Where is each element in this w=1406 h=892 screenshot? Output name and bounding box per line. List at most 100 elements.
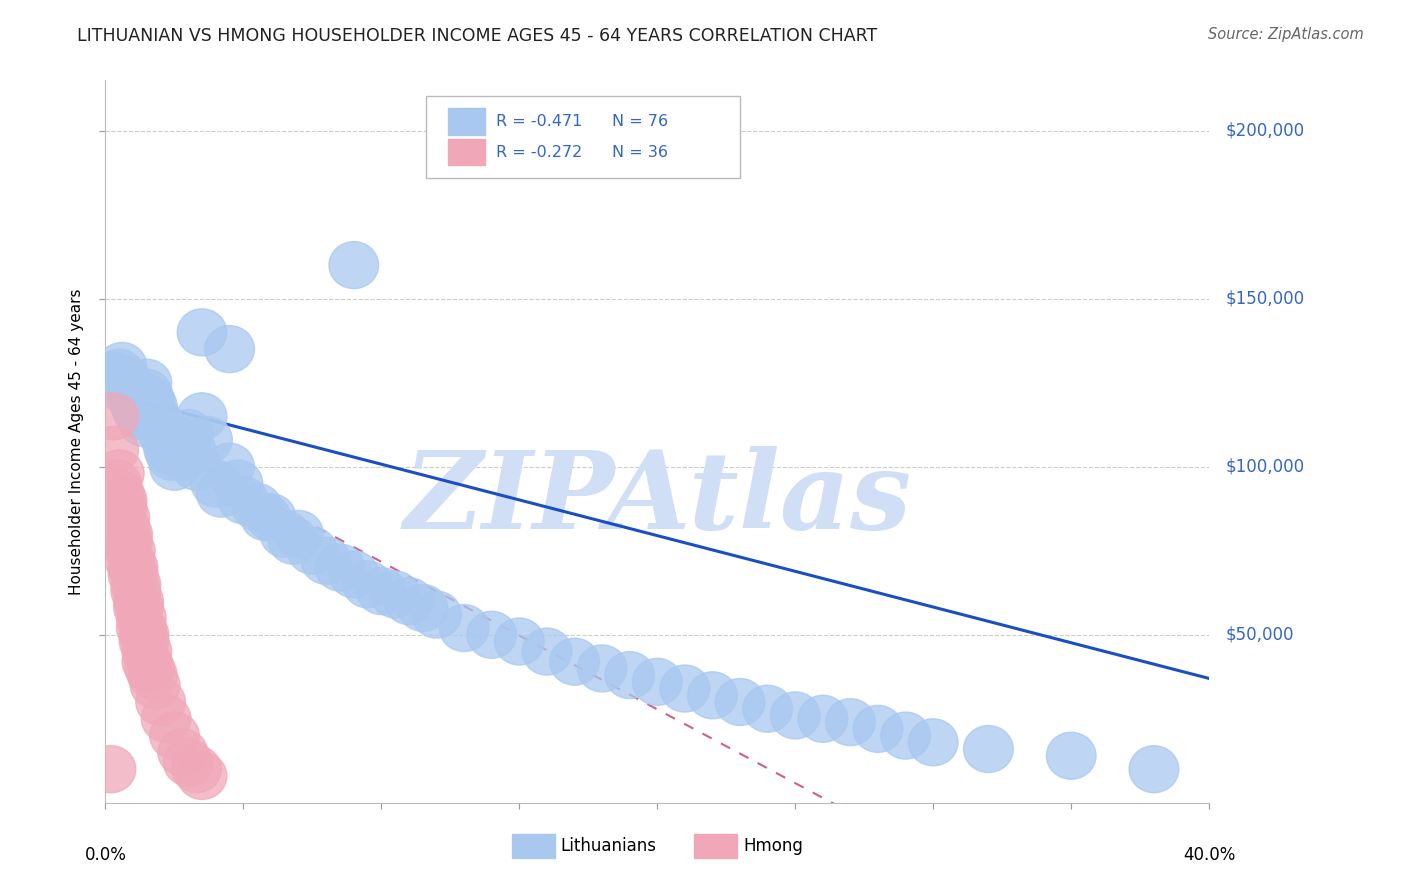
Ellipse shape (246, 493, 295, 541)
Ellipse shape (100, 504, 149, 550)
Text: N = 36: N = 36 (612, 145, 668, 160)
Ellipse shape (177, 392, 226, 440)
Ellipse shape (131, 662, 180, 709)
Text: N = 76: N = 76 (612, 114, 668, 129)
Text: $200,000: $200,000 (1226, 121, 1305, 140)
Ellipse shape (103, 517, 152, 565)
Text: 40.0%: 40.0% (1182, 847, 1236, 864)
Ellipse shape (111, 561, 160, 607)
Ellipse shape (177, 752, 226, 799)
Ellipse shape (91, 460, 142, 507)
Ellipse shape (467, 611, 516, 658)
Ellipse shape (439, 605, 489, 651)
Ellipse shape (105, 362, 155, 409)
Ellipse shape (86, 746, 136, 793)
Ellipse shape (108, 544, 157, 591)
Ellipse shape (384, 578, 434, 624)
Ellipse shape (108, 376, 157, 423)
Ellipse shape (853, 706, 903, 752)
Ellipse shape (139, 409, 188, 457)
Ellipse shape (128, 383, 177, 430)
Ellipse shape (578, 645, 627, 692)
Ellipse shape (1046, 732, 1097, 780)
Ellipse shape (197, 470, 246, 517)
Ellipse shape (114, 578, 163, 624)
FancyBboxPatch shape (447, 108, 485, 135)
Ellipse shape (232, 483, 283, 531)
Text: LITHUANIAN VS HMONG HOUSEHOLDER INCOME AGES 45 - 64 YEARS CORRELATION CHART: LITHUANIAN VS HMONG HOUSEHOLDER INCOME A… (77, 27, 877, 45)
Ellipse shape (89, 352, 139, 400)
Text: Hmong: Hmong (744, 838, 803, 855)
Ellipse shape (105, 537, 155, 584)
Ellipse shape (605, 651, 655, 698)
Ellipse shape (94, 450, 143, 497)
Ellipse shape (97, 343, 146, 390)
Text: ZIPAtlas: ZIPAtlas (404, 446, 911, 552)
Ellipse shape (155, 426, 205, 474)
Ellipse shape (134, 400, 183, 447)
Ellipse shape (136, 403, 186, 450)
Text: Lithuanians: Lithuanians (560, 838, 657, 855)
Ellipse shape (114, 584, 163, 632)
Ellipse shape (716, 679, 765, 725)
Ellipse shape (288, 527, 337, 574)
Ellipse shape (908, 719, 957, 766)
Ellipse shape (240, 493, 290, 541)
Text: R = -0.471: R = -0.471 (496, 114, 582, 129)
Ellipse shape (177, 309, 226, 356)
Ellipse shape (260, 510, 309, 558)
Ellipse shape (94, 349, 143, 396)
Ellipse shape (183, 417, 232, 463)
Ellipse shape (111, 383, 160, 430)
Ellipse shape (770, 692, 820, 739)
Ellipse shape (163, 739, 214, 786)
Ellipse shape (94, 470, 143, 517)
Ellipse shape (89, 392, 139, 440)
Ellipse shape (103, 369, 152, 417)
Ellipse shape (688, 672, 737, 719)
Ellipse shape (633, 658, 682, 706)
Ellipse shape (963, 725, 1014, 772)
Ellipse shape (142, 417, 191, 463)
Ellipse shape (274, 510, 323, 558)
Ellipse shape (149, 712, 200, 759)
Ellipse shape (120, 611, 169, 658)
Ellipse shape (315, 544, 364, 591)
Ellipse shape (125, 376, 174, 423)
Ellipse shape (163, 409, 214, 457)
Ellipse shape (343, 561, 392, 607)
Ellipse shape (166, 426, 217, 474)
Ellipse shape (149, 443, 200, 491)
Ellipse shape (550, 638, 599, 685)
Ellipse shape (120, 618, 169, 665)
Ellipse shape (131, 392, 180, 440)
Ellipse shape (412, 591, 461, 638)
Ellipse shape (122, 369, 172, 417)
Text: 0.0%: 0.0% (84, 847, 127, 864)
Ellipse shape (152, 417, 202, 463)
Text: $100,000: $100,000 (1226, 458, 1305, 475)
Ellipse shape (111, 567, 160, 615)
Ellipse shape (100, 356, 149, 403)
Ellipse shape (172, 746, 221, 793)
Ellipse shape (122, 359, 172, 406)
Ellipse shape (122, 638, 172, 685)
Ellipse shape (172, 443, 221, 491)
Text: R = -0.272: R = -0.272 (496, 145, 582, 160)
Ellipse shape (125, 645, 174, 692)
Ellipse shape (122, 628, 172, 675)
Ellipse shape (329, 242, 378, 289)
Ellipse shape (398, 584, 447, 632)
FancyBboxPatch shape (693, 834, 737, 858)
Ellipse shape (1129, 746, 1178, 793)
Ellipse shape (105, 527, 155, 574)
Text: Source: ZipAtlas.com: Source: ZipAtlas.com (1208, 27, 1364, 42)
Ellipse shape (659, 665, 710, 712)
Ellipse shape (191, 460, 240, 507)
Ellipse shape (269, 517, 318, 565)
FancyBboxPatch shape (447, 138, 485, 165)
Ellipse shape (205, 443, 254, 491)
Ellipse shape (157, 434, 208, 480)
Ellipse shape (89, 426, 139, 474)
Ellipse shape (103, 510, 152, 558)
